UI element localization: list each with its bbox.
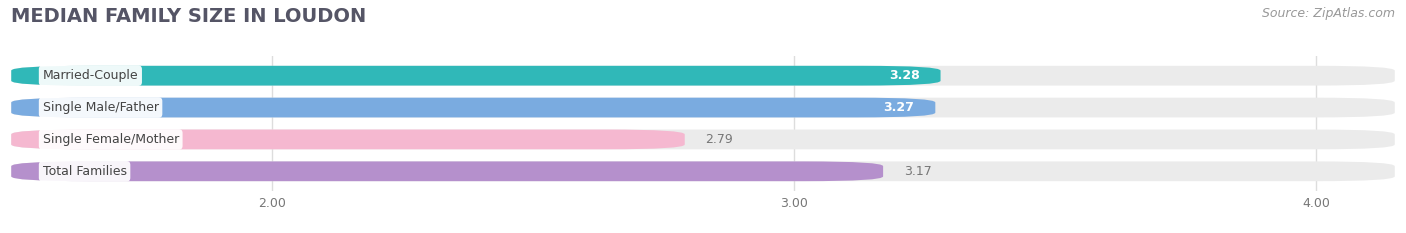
Text: 3.27: 3.27 bbox=[883, 101, 914, 114]
FancyBboxPatch shape bbox=[11, 130, 685, 149]
FancyBboxPatch shape bbox=[11, 66, 1395, 86]
FancyBboxPatch shape bbox=[11, 161, 1395, 181]
FancyBboxPatch shape bbox=[11, 130, 1395, 149]
Text: 3.17: 3.17 bbox=[904, 165, 932, 178]
Text: Single Male/Father: Single Male/Father bbox=[42, 101, 159, 114]
FancyBboxPatch shape bbox=[11, 98, 1395, 117]
Text: Source: ZipAtlas.com: Source: ZipAtlas.com bbox=[1261, 7, 1395, 20]
Text: 2.79: 2.79 bbox=[706, 133, 734, 146]
Text: 3.28: 3.28 bbox=[889, 69, 920, 82]
Text: MEDIAN FAMILY SIZE IN LOUDON: MEDIAN FAMILY SIZE IN LOUDON bbox=[11, 7, 367, 26]
Text: Married-Couple: Married-Couple bbox=[42, 69, 138, 82]
Text: Single Female/Mother: Single Female/Mother bbox=[42, 133, 179, 146]
FancyBboxPatch shape bbox=[11, 66, 941, 86]
FancyBboxPatch shape bbox=[11, 161, 883, 181]
Text: Total Families: Total Families bbox=[42, 165, 127, 178]
FancyBboxPatch shape bbox=[11, 98, 935, 117]
